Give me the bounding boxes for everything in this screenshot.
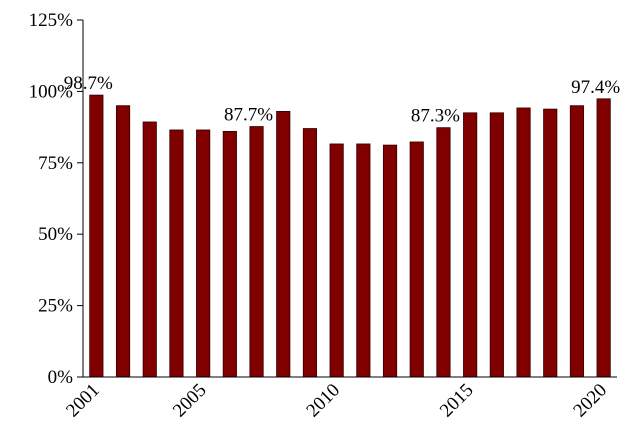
bar <box>436 127 451 378</box>
bar <box>276 110 291 378</box>
y-tick-label: 125% <box>29 10 74 31</box>
data-label: 87.3% <box>411 106 460 127</box>
y-tick-label: 25% <box>38 296 73 317</box>
bar <box>356 143 371 378</box>
bar <box>409 141 424 378</box>
bar <box>142 121 157 378</box>
y-tick-label: 0% <box>48 367 74 388</box>
y-tick-label: 100% <box>29 81 74 102</box>
bar <box>596 98 611 378</box>
bar <box>196 129 211 378</box>
x-tick-label: 2005 <box>169 380 211 422</box>
x-tick-label: 2020 <box>569 380 611 422</box>
x-tick-label: 2015 <box>436 380 478 422</box>
bar <box>329 143 344 378</box>
bar <box>543 108 558 378</box>
bar <box>302 128 318 378</box>
bar <box>169 129 184 378</box>
data-label: 87.7% <box>224 105 273 126</box>
bar <box>569 105 585 378</box>
bar <box>516 107 531 378</box>
bar <box>249 126 264 378</box>
bar <box>222 130 237 378</box>
bar <box>89 94 104 378</box>
bar <box>489 112 504 378</box>
x-tick-label: 2010 <box>302 380 344 422</box>
bar <box>463 112 478 378</box>
data-label: 98.7% <box>64 73 113 94</box>
bar <box>115 105 131 378</box>
y-tick-label: 50% <box>38 224 73 245</box>
data-label: 97.4% <box>571 77 620 98</box>
y-tick-label: 75% <box>38 153 73 174</box>
bar <box>382 144 398 378</box>
